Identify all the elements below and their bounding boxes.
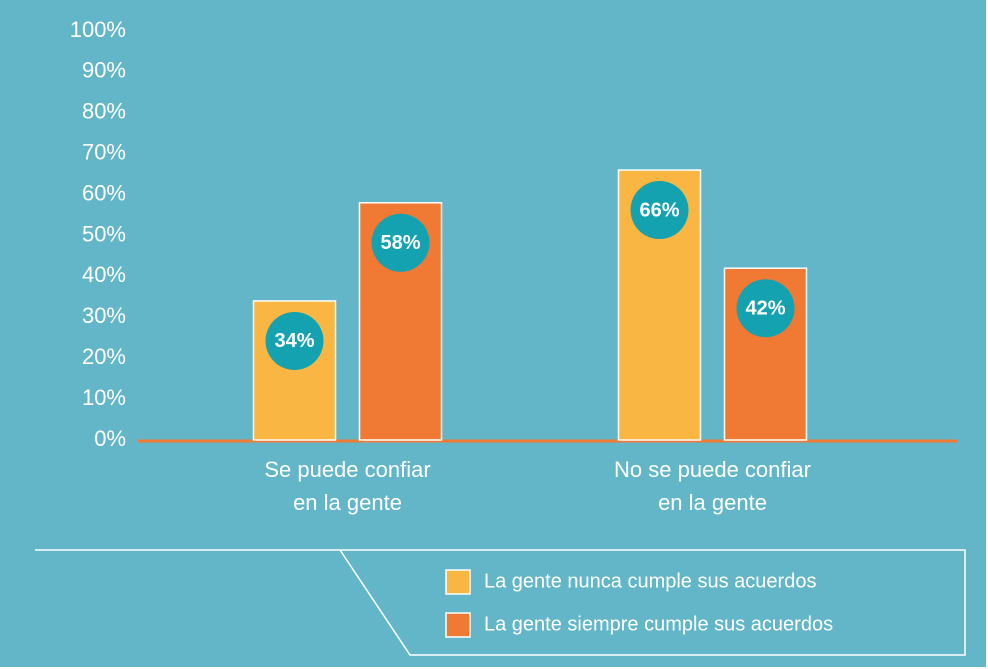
value-label: 58% xyxy=(380,232,420,254)
y-tick-label: 50% xyxy=(82,221,126,246)
x-tick-label: No se puede confiar xyxy=(614,457,811,482)
label-badge xyxy=(736,279,795,338)
legend-label: La gente siempre cumple sus acuerdos xyxy=(484,613,833,635)
y-tick-label: 60% xyxy=(82,180,126,205)
legend-swatch xyxy=(445,569,471,595)
value-label: 34% xyxy=(274,330,314,352)
legend-frame xyxy=(35,549,966,656)
y-tick-label: 80% xyxy=(82,99,126,124)
x-tick-label: en la gente xyxy=(658,490,767,515)
value-label: 42% xyxy=(745,298,785,320)
y-tick-label: 40% xyxy=(82,262,126,287)
y-tick-label: 10% xyxy=(82,385,126,410)
x-tick-label: en la gente xyxy=(293,490,402,515)
label-badge xyxy=(630,181,689,240)
y-tick-label: 0% xyxy=(94,426,126,451)
y-tick-label: 100% xyxy=(70,17,126,42)
label-badge xyxy=(265,311,324,370)
y-tick-label: 90% xyxy=(82,58,126,83)
legend-label: La gente nunca cumple sus acuerdos xyxy=(484,570,816,592)
x-tick-label: Se puede confiar xyxy=(264,457,430,482)
y-tick-label: 70% xyxy=(82,140,126,165)
value-label: 66% xyxy=(639,199,679,221)
label-badge xyxy=(371,213,430,272)
y-tick-label: 30% xyxy=(82,303,126,328)
legend-swatch xyxy=(445,612,471,638)
y-tick-label: 20% xyxy=(82,344,126,369)
